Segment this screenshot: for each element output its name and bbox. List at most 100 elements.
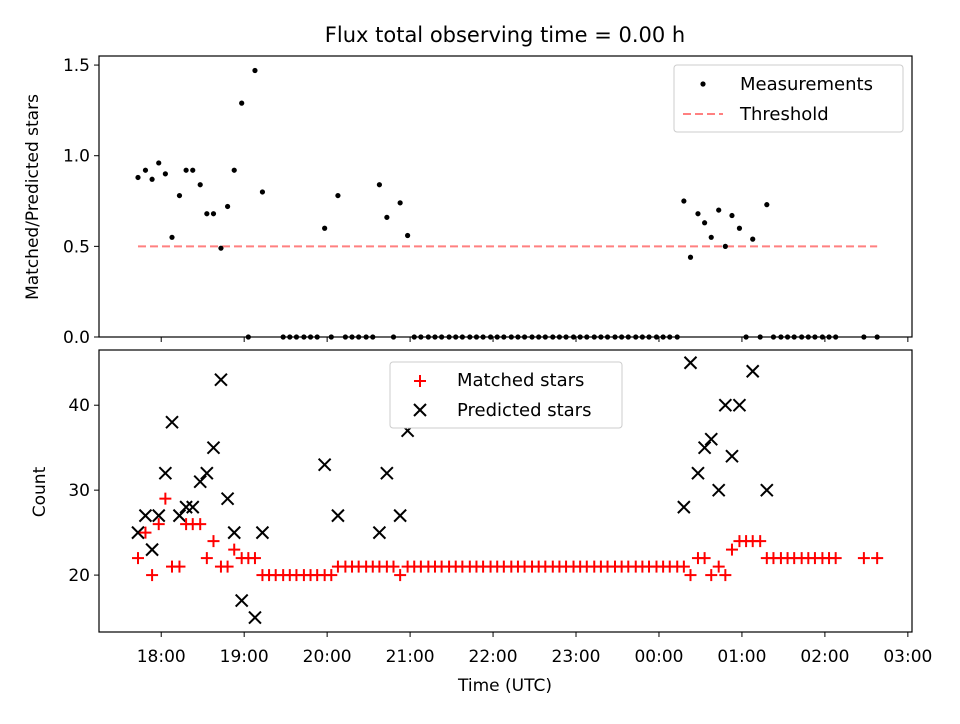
measurement-point [750,236,756,242]
predicted-stars-point [677,500,691,514]
x-marker-stroke [200,466,214,480]
x-marker-stroke [718,398,733,412]
matched-stars-point [159,492,172,505]
x-marker-stroke [214,373,228,387]
x-marker-stroke [372,525,387,540]
measurement-point [210,211,217,217]
matched-stars-point [325,569,338,582]
predicted-stars-point [138,508,153,523]
matched-stars-point [719,569,732,582]
predicted-stars-point [380,466,394,480]
measurement-point [149,176,155,182]
bottom-x-axis: 18:00 19:00 20:00 21:00 22:00 23:00 00:00 01:00… [137,632,932,667]
y-tick-label: 1.0 [63,147,90,167]
x-marker-stroke [227,525,241,540]
x-tick-label: 03:00 [883,647,932,667]
top-axes-frame [98,55,913,338]
x-marker-stroke [158,466,173,480]
x-marker-stroke [248,610,262,625]
bottom-y-axis: 20 30 40 [68,396,99,586]
predicted-stars-point [165,415,179,429]
x-marker-stroke [732,398,747,412]
predicted-stars-point [704,432,718,446]
predicted-stars-point [732,398,747,412]
x-marker-stroke [704,432,718,446]
measurement-point [764,202,770,208]
y-tick-label: 40 [68,396,90,416]
matched-stars-point [248,552,261,565]
x-tick-label: 18:00 [137,647,186,667]
matched-stars-point [387,560,400,573]
matched-stars-point [677,560,690,573]
predicted-stars-point [691,466,705,480]
measurement-point [231,167,237,173]
predicted-stars-point [393,508,407,523]
x-marker-stroke [234,593,249,608]
predicted-stars-point [158,466,173,480]
predicted-stars-point [683,356,698,370]
predicted-stars-point [317,457,332,472]
matched-stars-point [152,518,165,531]
measurement-point [384,214,390,220]
predicted-stars-point [760,483,774,497]
y-tick-label: 1.5 [63,56,90,76]
measurement-point [142,167,149,173]
matched-stars-point [139,526,152,539]
measurement-point [252,67,258,74]
measurement-point [687,254,694,260]
measurement-point [405,232,411,239]
y-tick-label: 0.0 [63,328,90,348]
matched-stars-point [684,569,697,582]
x-tick-label: 01:00 [717,647,766,667]
x-tick-label: 21:00 [386,647,435,667]
predicted-stars-point [697,440,712,455]
top-y-axis-label: Matched/Predicted stars [23,94,43,300]
x-marker-stroke [131,525,145,540]
matched-stars-point [207,535,220,548]
measurement-point [239,100,245,106]
measurement-point [183,167,189,173]
predicted-stars-point [220,491,235,506]
predicted-stars-point [206,440,221,455]
top-x-axis [160,337,909,342]
matched-stars-point [705,569,718,582]
predicted-stars-legend-marker [413,403,427,417]
x-marker-stroke [760,483,774,497]
matched-stars-point [394,569,407,582]
predicted-stars-point [200,466,214,480]
matched-stars-point [712,560,725,573]
matched-stars-point [871,552,884,565]
predicted-stars-point [372,525,387,540]
measurements-legend-marker [700,81,706,87]
predicted-stars-point [711,483,726,497]
measurement-point [259,189,266,195]
predicted-stars-point [248,610,262,625]
predicted-stars-point [331,508,345,523]
predicted-stars-point [227,525,241,540]
measurement-point [716,207,722,213]
bottom-panel: 20 30 40 18:00 19:00 20:00 21:00 22:00 23:00 00:… [30,349,932,696]
x-marker-stroke [691,466,705,480]
x-marker-stroke [165,415,179,429]
x-marker-stroke [193,474,207,489]
y-tick-label: 20 [68,566,90,586]
bottom-y-axis-label: Count [30,466,50,517]
predicted-stars-point [186,500,200,514]
x-marker-stroke [331,508,345,523]
predicted-stars-legend-label: Predicted stars [457,400,591,421]
x-marker-stroke [152,508,166,523]
matched-stars-legend-label: Matched stars [457,370,584,391]
x-marker-stroke [746,364,760,378]
matched-stars-point [857,552,870,565]
x-marker-stroke [255,525,270,540]
x-marker-stroke [697,440,712,455]
matched-stars-point [829,552,842,565]
matched-stars-point [146,569,159,582]
x-marker-stroke [186,500,200,514]
threshold-legend-label: Threshold [739,104,829,125]
measurement-point [736,225,743,231]
measurement-point [190,167,196,173]
matched-stars-point [725,543,738,556]
x-tick-label: 23:00 [552,647,601,667]
